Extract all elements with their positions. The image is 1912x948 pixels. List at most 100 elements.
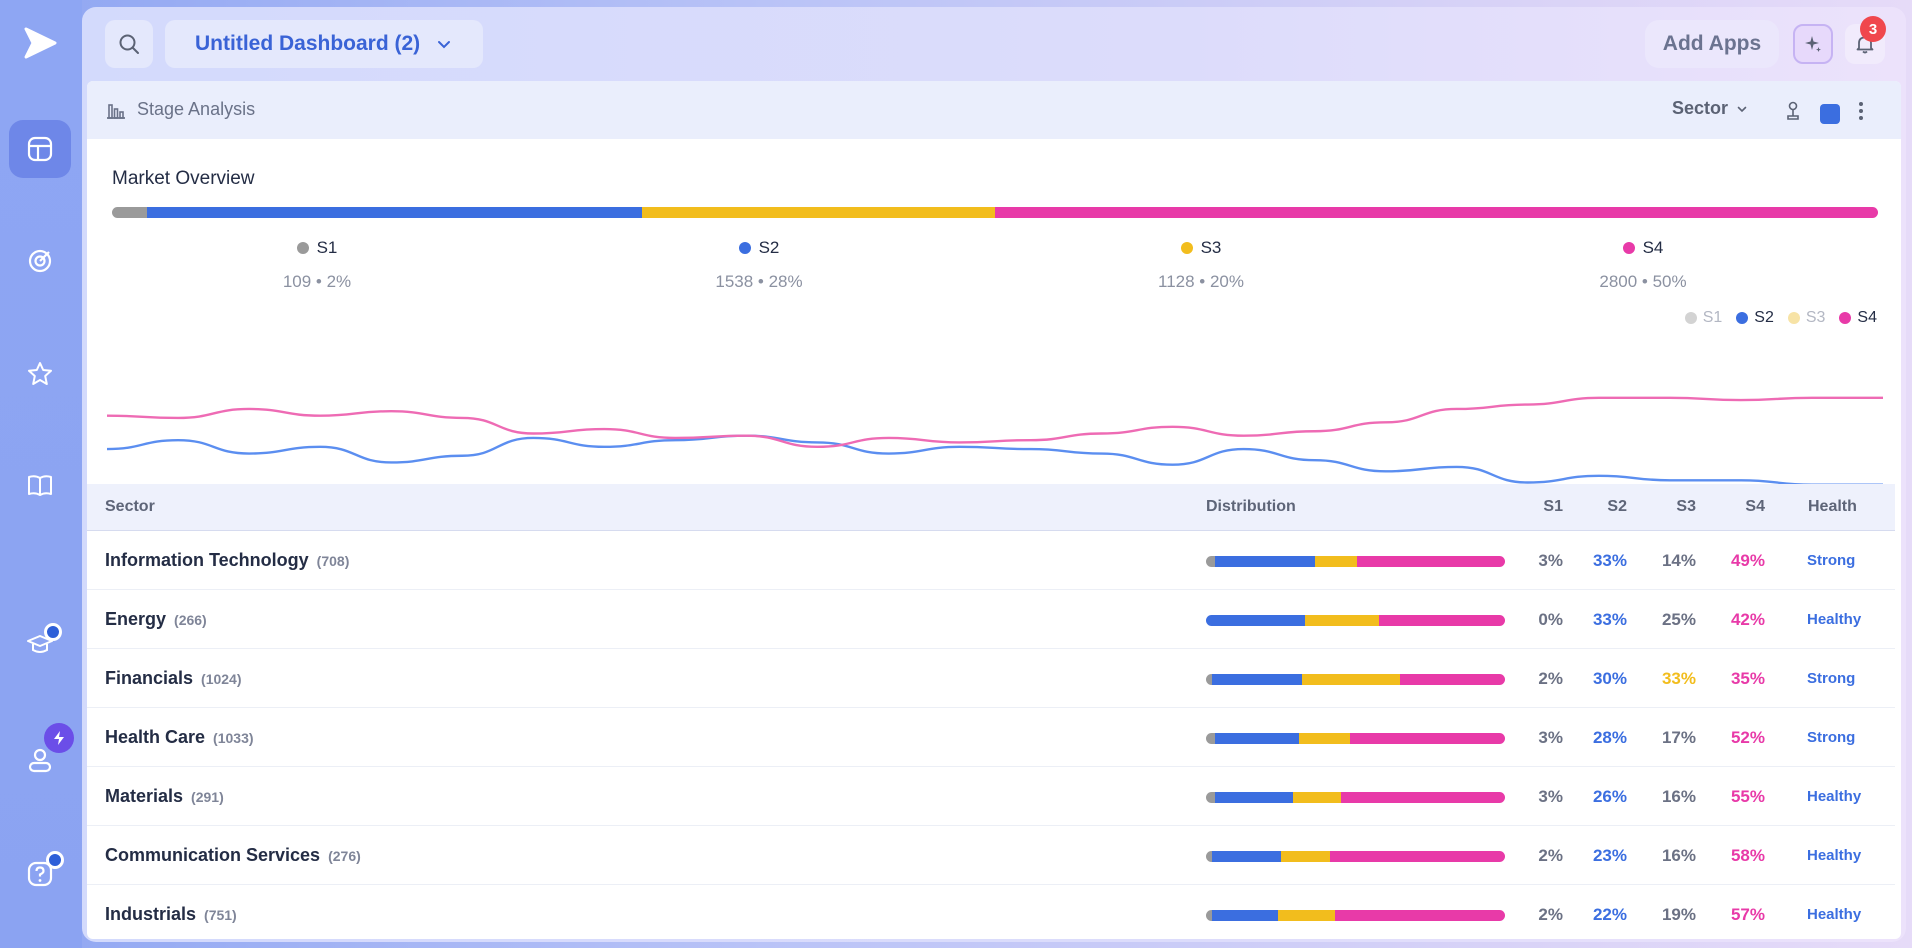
search-icon (119, 34, 139, 54)
distribution-bar (1206, 851, 1505, 862)
col-s4[interactable]: S4 (1745, 498, 1765, 515)
stage-value: 1128 • 20% (1158, 272, 1244, 291)
legend-dot (1787, 312, 1800, 324)
sector-count: (276) (328, 848, 361, 864)
distribution-segment-s4 (1334, 910, 1505, 921)
nav-favorites[interactable] (9, 345, 71, 403)
distribution-segment-s1 (1206, 910, 1212, 921)
stage-stat-s1: S1 109 • 2% (217, 238, 417, 292)
pct-s2: 23% (1592, 846, 1627, 865)
pct-s2: 30% (1592, 669, 1627, 688)
col-distribution[interactable]: Distribution (1206, 498, 1296, 515)
nav-profile[interactable] (9, 731, 71, 789)
distribution-segment-s4 (1356, 556, 1505, 567)
legend-item-s2[interactable]: S2 (1736, 309, 1774, 327)
nav-analytics[interactable] (9, 232, 71, 290)
pct-s4: 55% (1730, 787, 1765, 806)
stage-dot (1180, 242, 1193, 254)
more-options-icon[interactable] (1858, 100, 1864, 122)
distribution-segment-s2 (1211, 674, 1302, 685)
health-badge: Strong (1807, 729, 1856, 746)
market-overview-title: Market Overview (112, 168, 255, 189)
sector-label: Communication Services (105, 845, 321, 865)
search-button[interactable] (105, 20, 153, 68)
distribution-segment-s4 (1379, 615, 1505, 626)
col-s2[interactable]: S2 (1607, 498, 1627, 515)
sector-name: Industrials (751) (105, 904, 237, 925)
col-health[interactable]: Health (1808, 498, 1857, 515)
nav-help[interactable] (9, 845, 71, 903)
table-header: Sector Distribution S1 S2 S3 S4 Health (87, 484, 1895, 531)
nav-docs[interactable] (9, 456, 71, 514)
stage-analysis-card: Stage Analysis Sector Market Overview S1… (87, 81, 1901, 939)
distribution-segment-s2 (1215, 556, 1315, 567)
sector-label: Information Technology (105, 550, 309, 570)
table-row[interactable]: Financials (1024) 2% 30% 33% 35% Strong (87, 650, 1895, 708)
nav-dashboards[interactable] (9, 120, 71, 178)
pct-s3: 19% (1661, 905, 1696, 924)
notification-count-badge: 3 (1860, 16, 1886, 42)
col-sector[interactable]: Sector (105, 498, 155, 515)
distribution-bar (1206, 733, 1505, 744)
legend-item-s1[interactable]: S1 (1684, 309, 1722, 327)
col-s1[interactable]: S1 (1543, 498, 1563, 515)
sector-label: Health Care (105, 727, 206, 747)
table-row[interactable]: Energy (266) 0% 33% 25% 42% Healthy (87, 591, 1895, 649)
pct-s3: 16% (1661, 787, 1696, 806)
add-apps-button[interactable]: Add Apps (1645, 20, 1779, 68)
bar-chart-icon (107, 104, 125, 119)
distribution-segment-s2 (1206, 615, 1305, 626)
distribution-segment-s1 (1206, 733, 1215, 744)
sector-name: Information Technology (708) (105, 550, 349, 571)
series-line-s4 (107, 396, 1883, 449)
chevron-down-icon (438, 41, 451, 49)
sector-name: Communication Services (276) (105, 845, 361, 866)
chevron-down-icon (1737, 106, 1747, 112)
distribution-segment-s1 (1206, 674, 1212, 685)
col-s3[interactable]: S3 (1676, 498, 1696, 515)
sector-name: Energy (266) (105, 609, 207, 630)
nav-learning[interactable] (9, 615, 71, 673)
sector-label: Energy (105, 609, 167, 629)
pct-s1: 0% (1538, 610, 1563, 629)
ai-assistant-button[interactable] (1793, 24, 1833, 64)
stage-value: 2800 • 50% (1599, 272, 1687, 291)
star-icon (28, 362, 52, 385)
stage-stat-s3: S3 1128 • 20% (1101, 238, 1301, 292)
stage-trend-line-chart (107, 396, 1883, 486)
distribution-segment-s3 (1304, 615, 1380, 626)
distribution-segment-s4 (1340, 792, 1505, 803)
table-row[interactable]: Industrials (751) 2% 22% 19% 57% Healthy (87, 886, 1895, 939)
distribution-bar (1206, 615, 1505, 626)
pin-icon[interactable] (1784, 100, 1802, 122)
dashboard-selector[interactable]: Untitled Dashboard (2) (165, 20, 483, 68)
legend-item-s4[interactable]: S4 (1839, 309, 1877, 327)
card-header: Stage Analysis Sector (87, 81, 1901, 139)
stage-label: S2 (659, 238, 859, 258)
legend-item-s3[interactable]: S3 (1787, 309, 1825, 327)
pct-s2: 33% (1592, 610, 1627, 629)
card-title: Stage Analysis (137, 99, 256, 119)
health-badge: Healthy (1807, 906, 1862, 923)
sector-label: Industrials (105, 904, 197, 924)
color-picker-button[interactable] (1820, 104, 1840, 124)
sector-selector[interactable]: Sector (1672, 98, 1748, 119)
distribution-segment-s2 (1212, 851, 1282, 862)
table-row[interactable]: Materials (291) 3% 26% 16% 55% Healthy (87, 768, 1895, 826)
legend-dot (1736, 312, 1749, 324)
sector-count: (1024) (201, 671, 242, 687)
sector-selector-label: Sector (1672, 98, 1729, 118)
distribution-bar (1206, 674, 1505, 685)
pct-s3: 16% (1661, 846, 1696, 865)
table-row[interactable]: Communication Services (276) 2% 23% 16% 58% He… (87, 827, 1895, 885)
table-row[interactable]: Health Care (1033) 3% 28% 17% 52% Strong (87, 709, 1895, 767)
sector-label: Financials (105, 668, 194, 688)
stage-value: 109 • 2% (282, 272, 352, 291)
distribution-bar (1206, 556, 1505, 567)
app-logo-icon[interactable] (22, 26, 58, 62)
health-badge: Strong (1807, 670, 1856, 687)
table-row[interactable]: Information Technology (708) 3% 33% 14% 49% St… (87, 532, 1895, 590)
health-badge: Healthy (1807, 788, 1862, 805)
help-icon (27, 861, 53, 887)
target-icon (28, 249, 52, 273)
